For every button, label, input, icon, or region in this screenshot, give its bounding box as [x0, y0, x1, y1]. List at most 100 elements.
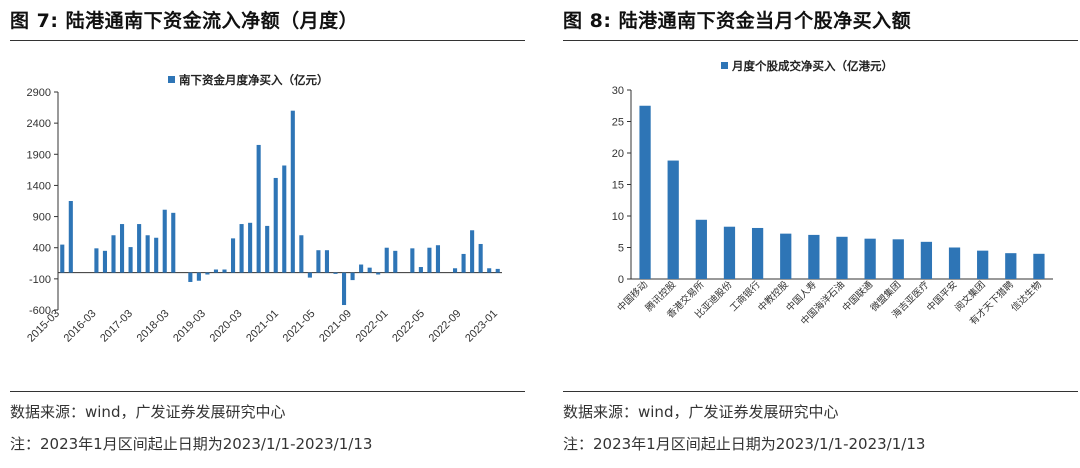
bar [487, 268, 492, 273]
bar [667, 160, 679, 279]
bar [427, 247, 432, 273]
bar [102, 250, 108, 273]
bar [892, 239, 904, 279]
footer-divider [10, 391, 525, 392]
x-tick-label: 2021-05 [281, 308, 318, 345]
y-tick-label: 30 [612, 85, 624, 97]
bar [324, 250, 330, 273]
bar [723, 226, 736, 279]
legend-label: 月度个股成交净买入（亿港元） [731, 59, 893, 73]
figure-7-label: 图 7: [10, 10, 59, 32]
figure-8-panel: 图 8: 陆港通南下资金当月个股净买入额 月度个股成交净买入（亿港元） 30 25 2… [563, 0, 1080, 468]
bar [119, 224, 125, 273]
bar [248, 222, 253, 273]
figure-7-note: 注：2023年1月区间起止日期为2023/1/1-2023/1/13 [10, 435, 373, 453]
x-tick-label: 2016-03 [62, 308, 99, 345]
bar [359, 264, 364, 273]
bar [470, 230, 475, 273]
bar [780, 233, 792, 279]
y-tick-label: 400 [33, 243, 51, 255]
bar [478, 243, 483, 273]
bar [145, 235, 150, 273]
y-tick-label: 0 [618, 274, 624, 286]
figure-7-title-text: 陆港通南下资金流入净额（月度） [65, 10, 359, 32]
bar [410, 248, 415, 273]
legend-swatch [168, 76, 175, 83]
figure-8-note: 注：2023年1月区间起止日期为2023/1/1-2023/1/13 [563, 435, 926, 453]
bar [639, 105, 651, 279]
bar [1005, 253, 1017, 279]
figure-7-title: 图 7: 陆港通南下资金流入净额（月度） [10, 6, 358, 33]
figure-8-source: 数据来源：wind，广发证券发展研究中心 [563, 403, 839, 421]
bar [836, 236, 848, 279]
bar [695, 219, 707, 279]
figure-8-title: 图 8: 陆港通南下资金当月个股净买入额 [563, 6, 911, 33]
bar [196, 272, 201, 281]
bar [162, 209, 167, 273]
title-divider [563, 40, 1078, 41]
bar [418, 267, 423, 273]
bar [341, 272, 347, 306]
figure-8-title-text: 陆港通南下资金当月个股净买入额 [618, 10, 912, 32]
figure-7-panel: 图 7: 陆港通南下资金流入净额（月度） 南下资金月度净买入（亿元） 2900 24… [10, 0, 534, 468]
y-tick-label: 2900 [27, 87, 51, 99]
bar [230, 238, 236, 273]
bar [435, 245, 441, 273]
bar [350, 272, 355, 281]
bar [256, 144, 261, 273]
x-tick-label: 2021-09 [317, 308, 354, 345]
bar [290, 110, 295, 273]
y-tick-label: 25 [612, 117, 624, 129]
y-tick-label: 20 [612, 148, 624, 160]
y-tick-label: 2400 [27, 118, 51, 130]
figure-8-chart: 月度个股成交净买入（亿港元）302520151050中国移动腾讯控股香港交易所比… [612, 59, 1053, 327]
bar [94, 248, 99, 273]
bar [333, 272, 338, 274]
bar [128, 247, 133, 273]
bar [495, 268, 500, 273]
title-divider [10, 40, 525, 41]
bar [273, 177, 278, 273]
bar [68, 201, 73, 273]
bar [393, 250, 398, 273]
bar [299, 235, 304, 273]
x-tick-label: 2021-01 [244, 308, 281, 345]
category-label: 信达生物 [1009, 278, 1045, 314]
bar [137, 224, 142, 273]
y-tick-label: 10 [612, 211, 624, 223]
bar [920, 241, 933, 279]
x-tick-label: 2018-03 [135, 308, 172, 345]
footer-divider [563, 391, 1078, 392]
bar [367, 267, 372, 273]
bar [171, 212, 176, 273]
figure-8-label: 图 8: [563, 10, 612, 32]
y-tick-label: 900 [33, 212, 51, 224]
y-tick-label: 15 [612, 180, 624, 192]
bar [205, 272, 210, 275]
x-tick-label: 2019-03 [171, 308, 208, 345]
bar [282, 165, 287, 273]
bar [864, 238, 876, 279]
bar [1033, 253, 1045, 279]
bar [213, 269, 219, 273]
bar [316, 250, 321, 273]
y-tick-label: -600 [29, 305, 51, 317]
bar [188, 272, 193, 282]
legend-swatch [721, 62, 728, 69]
bar [384, 247, 389, 273]
x-tick-label: 2020-03 [208, 308, 245, 345]
bar [452, 268, 458, 273]
legend-label: 南下资金月度净买入（亿元） [179, 73, 329, 87]
y-tick-label: 1900 [27, 149, 51, 161]
bar [808, 234, 820, 279]
x-tick-label: 2022-09 [427, 308, 464, 345]
y-tick-label: 5 [618, 243, 624, 255]
bar [948, 247, 961, 279]
x-tick-label: 2017-03 [98, 308, 135, 345]
bar [307, 272, 312, 278]
bar [111, 235, 116, 273]
bar [376, 272, 381, 275]
x-tick-label: 2022-01 [354, 308, 391, 345]
bar [751, 227, 764, 279]
bar [239, 224, 244, 273]
